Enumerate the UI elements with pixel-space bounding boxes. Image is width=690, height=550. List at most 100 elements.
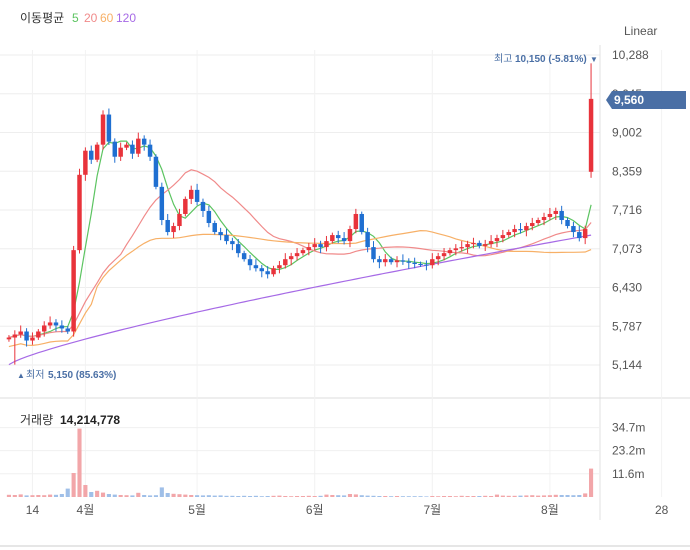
candle-body bbox=[500, 235, 506, 239]
volume-bar bbox=[547, 495, 552, 497]
volume-axis-ticks: 34.7m 23.2m 11.6m bbox=[612, 421, 645, 481]
volume-bar bbox=[118, 495, 123, 497]
candle-body bbox=[118, 147, 123, 157]
price-tick-label: 10,288 bbox=[612, 48, 649, 62]
volume-bar bbox=[483, 495, 488, 497]
volume-bar bbox=[412, 496, 417, 497]
candle-body bbox=[530, 223, 535, 227]
volume-bar bbox=[530, 495, 535, 497]
volume-grid bbox=[0, 427, 600, 475]
moving-averages bbox=[8, 140, 592, 366]
candle-body bbox=[100, 114, 106, 145]
volume-bar bbox=[224, 495, 229, 497]
volume-bar bbox=[330, 495, 335, 497]
candle-body bbox=[506, 232, 511, 236]
candle-body bbox=[477, 242, 482, 246]
candle-body bbox=[206, 210, 212, 224]
candle-body bbox=[377, 259, 382, 263]
candle-body bbox=[330, 235, 335, 242]
volume-bar bbox=[89, 492, 94, 497]
candle-body bbox=[65, 328, 70, 332]
volume-bar bbox=[277, 495, 282, 497]
volume-bar bbox=[95, 490, 100, 497]
candle-body bbox=[582, 229, 588, 239]
volume-bar bbox=[353, 494, 358, 497]
volume-bar bbox=[477, 496, 482, 497]
volume-bar bbox=[500, 495, 505, 497]
candle-body bbox=[447, 250, 453, 254]
ma-period-120[interactable]: 120 bbox=[116, 11, 136, 25]
price-tick-label: 7,716 bbox=[612, 203, 642, 217]
ma-period-60[interactable]: 60 bbox=[100, 11, 114, 25]
candle-body bbox=[177, 213, 182, 227]
volume-tick-label: 34.7m bbox=[612, 421, 645, 435]
volume-bar bbox=[471, 496, 476, 497]
candle-body bbox=[494, 238, 500, 242]
volume-bar bbox=[518, 495, 523, 497]
candle-body bbox=[141, 138, 147, 145]
volume-bar bbox=[447, 496, 452, 497]
volume-tick-label: 23.2m bbox=[612, 444, 645, 458]
candle-body bbox=[300, 250, 306, 254]
candle-body bbox=[147, 144, 153, 157]
candle-body bbox=[224, 235, 229, 242]
volume-bar bbox=[65, 488, 70, 497]
volume-bar bbox=[347, 494, 353, 497]
candle-body bbox=[200, 201, 206, 211]
candle-body bbox=[388, 259, 394, 263]
volume-bar bbox=[218, 495, 223, 497]
ma-period-20[interactable]: 20 bbox=[84, 11, 98, 25]
volume-bar bbox=[506, 495, 511, 497]
candle-body bbox=[136, 138, 141, 154]
ma-120-line bbox=[8, 234, 592, 366]
volume-bar bbox=[318, 495, 323, 497]
candle-body bbox=[541, 216, 547, 221]
candle-body bbox=[265, 271, 270, 275]
volume-bar bbox=[165, 493, 170, 497]
volume-bar bbox=[247, 496, 253, 497]
candle-body bbox=[353, 213, 359, 230]
candle-body bbox=[394, 260, 400, 263]
ma-title: 이동평균 bbox=[20, 11, 64, 25]
candle-body bbox=[188, 189, 194, 199]
candle-body bbox=[412, 262, 417, 264]
candle-body bbox=[83, 150, 88, 175]
volume-bar bbox=[494, 494, 500, 497]
candle-body bbox=[406, 261, 412, 263]
price-axis-ticks: 10,2889,6459,0028,3597,7167,0736,4305,78… bbox=[612, 48, 649, 372]
volume-bar bbox=[359, 495, 364, 497]
volume-bar bbox=[195, 495, 200, 497]
date-tick-label: 28 bbox=[655, 503, 669, 517]
current-price-badge: 9,560 bbox=[606, 91, 686, 109]
high-arrow-icon: ▼ bbox=[590, 55, 598, 64]
candle-body bbox=[271, 268, 276, 275]
date-tick-label: 14 bbox=[26, 503, 40, 517]
candle-body bbox=[171, 226, 176, 233]
candle-body bbox=[430, 259, 435, 266]
volume-bar bbox=[377, 496, 382, 497]
ma-period-5[interactable]: 5 bbox=[72, 11, 79, 25]
volume-bar bbox=[342, 495, 347, 497]
low-label: 최저 bbox=[26, 369, 44, 381]
volume-bar bbox=[100, 492, 106, 497]
candle-body bbox=[259, 268, 265, 272]
volume-bar bbox=[48, 494, 53, 497]
volume-bar bbox=[212, 495, 217, 497]
candle-body bbox=[559, 210, 564, 221]
low-arrow-icon: ▲ bbox=[17, 371, 25, 380]
volume-bar bbox=[371, 495, 376, 497]
price-grid bbox=[0, 45, 690, 547]
volume-bar bbox=[324, 494, 329, 497]
high-price-marker: 최고 10,150 (-5.81%) ▼ bbox=[494, 53, 598, 65]
candle-body bbox=[41, 325, 47, 332]
candle-body bbox=[553, 210, 559, 214]
candle-body bbox=[441, 253, 447, 257]
scale-toggle-button[interactable]: Linear bbox=[624, 24, 657, 38]
volume-bar bbox=[289, 496, 294, 497]
candle-body bbox=[36, 331, 41, 338]
volume-bar bbox=[236, 496, 241, 497]
current-price-badge-shape bbox=[606, 91, 686, 109]
volume-bar bbox=[571, 495, 576, 497]
volume-bar bbox=[183, 494, 188, 497]
high-value: 10,150 (-5.81%) bbox=[515, 54, 587, 65]
